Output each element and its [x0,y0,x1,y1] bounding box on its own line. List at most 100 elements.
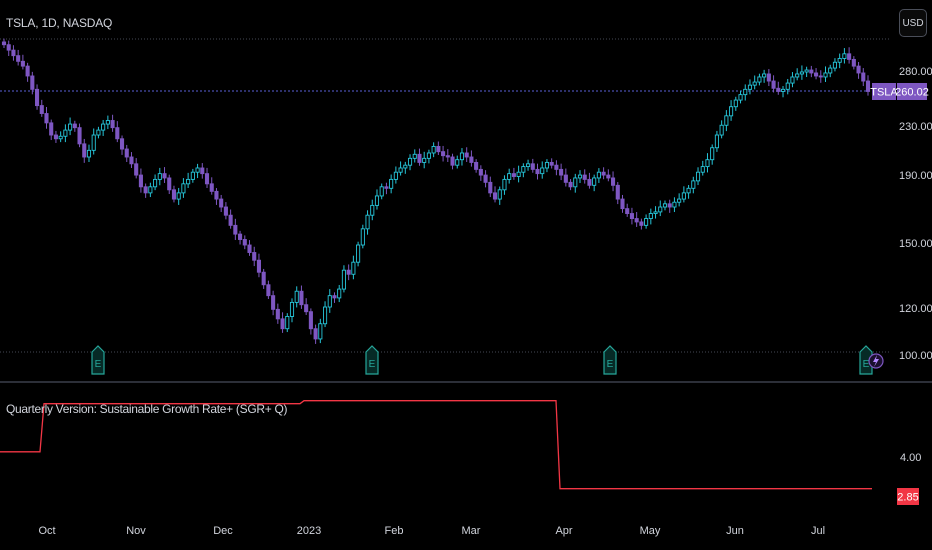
candle-body-up [337,288,342,299]
candle-body-up [105,120,110,125]
candle-body-down [625,208,630,214]
candle-body-down [242,239,247,246]
time-tick-label: Dec [213,525,233,537]
candle-body-down [313,328,318,340]
candle-body-up [695,171,701,182]
earnings-marker-label: E [95,359,102,370]
candle-body-up [823,72,828,78]
candle-body-down [559,168,564,176]
earnings-marker-icon[interactable] [365,345,379,375]
candle-body-up [91,134,96,151]
candle-body-down [615,184,620,200]
earnings-marker-label: E [369,359,376,370]
time-tick-label: Oct [38,525,55,537]
candle-body-down [865,80,871,92]
candle-body-down [610,177,616,186]
time-tick-label: 2023 [297,525,321,537]
earnings-marker-icon[interactable] [603,345,617,375]
candle-body-down [483,174,488,183]
price-tick-label: 100.00 [899,350,932,362]
time-tick-label: Apr [555,525,572,537]
candle-body-down [124,148,129,158]
candle-body-up [403,164,408,169]
candle-body-up [540,167,545,175]
candlestick-series [1,38,871,344]
candle-body-up [573,177,578,188]
candle-body-down [441,151,446,157]
indicator-value-label-group: 2.85 [897,488,919,505]
candle-body-down [200,167,205,175]
candle-body-up [153,178,158,188]
candle-body-up [176,192,181,200]
lightning-bolt-icon [873,355,879,367]
time-axis[interactable]: Oct Nov Dec 2023 Feb Mar Apr May Jun Jul [38,525,825,537]
candle-body-up [738,94,743,101]
candle-body-up [157,173,162,180]
candle-body-down [450,156,455,166]
candle-body-down [851,58,856,67]
candle-body-up [762,73,767,78]
candle-body-down [606,174,611,179]
candle-body-down [252,252,257,261]
candle-body-down [129,156,134,165]
candle-body-up [837,58,842,63]
earnings-marker-icon[interactable] [91,345,105,375]
candle-body-up [729,106,734,117]
candle-body-up [681,192,686,200]
candle-body-up [341,269,346,290]
candle-body-up [577,174,583,179]
candle-body-down [143,186,148,194]
candle-body-down [6,44,11,51]
candle-body-down [535,168,540,175]
time-tick-label: Feb [385,525,404,537]
candle-body-down [818,75,823,78]
candle-body-down [417,153,422,163]
candle-body-up [318,323,323,340]
last-price-tag-text: 260.02 [895,87,929,99]
candle-body-down [53,134,58,140]
candle-body-up [58,135,63,140]
candle-body-down [469,156,474,163]
candle-body-up [497,189,502,200]
candle-body-down [20,60,25,67]
candle-body-down [209,183,214,192]
candle-body-up [521,166,526,173]
candle-body-down [223,206,228,216]
candle-body-down [219,198,224,208]
candle-body-down [30,75,35,90]
candle-body-up [658,206,663,213]
candle-body-up [686,187,691,194]
currency-button[interactable]: USD [899,9,927,37]
candle-body-down [436,145,441,153]
candle-body-down [308,311,313,330]
candle-body-down [639,221,644,226]
candle-body-up [719,124,724,136]
candle-body-up [799,71,804,75]
candle-body-down [247,244,252,253]
candle-body-down [261,271,266,286]
candle-body-up [780,88,786,92]
candle-body-down [530,163,535,170]
candle-body-down [667,203,672,208]
candle-body-up [412,153,417,159]
price-axis[interactable]: 280.00 230.00 190.00 150.00 120.00 100.00 [899,66,932,362]
time-tick-label: Jun [726,525,744,537]
candle-body-up [190,171,195,180]
candle-body-up [714,134,719,149]
candle-body-down [138,174,143,188]
candle-body-up [86,149,92,158]
candle-body-up [393,171,398,180]
candle-body-up [795,73,800,78]
last-price-tag [897,83,927,100]
candle-body-up [544,161,550,169]
candle-body-down [115,127,120,140]
candle-body-down [162,173,167,179]
indicator-title[interactable]: Quarterly Version: Sustainable Growth Ra… [6,402,288,416]
symbol-title[interactable]: TSLA, 1D, NASDAQ [6,16,113,30]
price-tick-label: 230.00 [899,121,932,133]
candle-body-down [171,189,177,200]
candle-body-up [828,67,833,74]
candle-body-up [422,157,427,163]
candle-body-down [587,178,592,186]
